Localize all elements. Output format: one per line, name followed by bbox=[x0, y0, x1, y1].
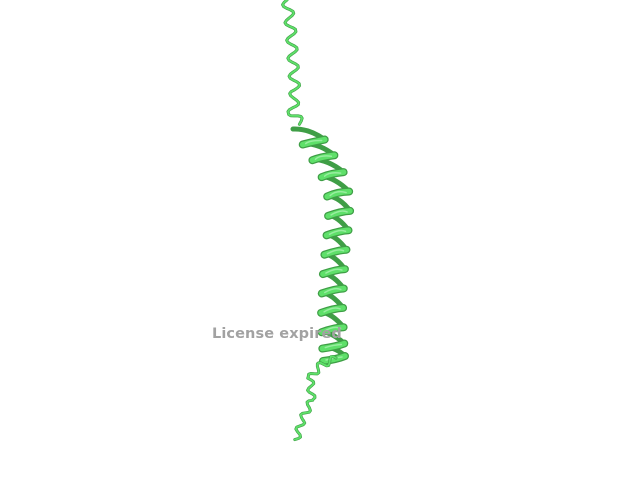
helix-front-segment bbox=[325, 208, 353, 219]
license-expired-watermark: License expired bbox=[212, 326, 342, 342]
helix-front-segment bbox=[319, 340, 348, 352]
helix-front-segment bbox=[320, 266, 348, 277]
alpha-helix bbox=[290, 126, 355, 365]
helix-front-segment bbox=[323, 227, 352, 239]
helix-front-segment bbox=[324, 188, 352, 200]
helix-front-segment bbox=[318, 324, 347, 335]
coil-n-terminus bbox=[281, 0, 304, 126]
helix-front-segment bbox=[309, 152, 338, 163]
coil-top-strand bbox=[281, 0, 303, 126]
helix-front-segment bbox=[319, 285, 347, 297]
helix-front-segment bbox=[299, 136, 328, 148]
helix-front-segment bbox=[318, 169, 347, 180]
helix-front-segment bbox=[321, 246, 350, 258]
helix-front-segment bbox=[318, 305, 346, 316]
coil-c-terminus bbox=[293, 355, 338, 442]
coil-bottom-strand bbox=[293, 355, 337, 441]
helix-front-segment bbox=[320, 353, 348, 364]
